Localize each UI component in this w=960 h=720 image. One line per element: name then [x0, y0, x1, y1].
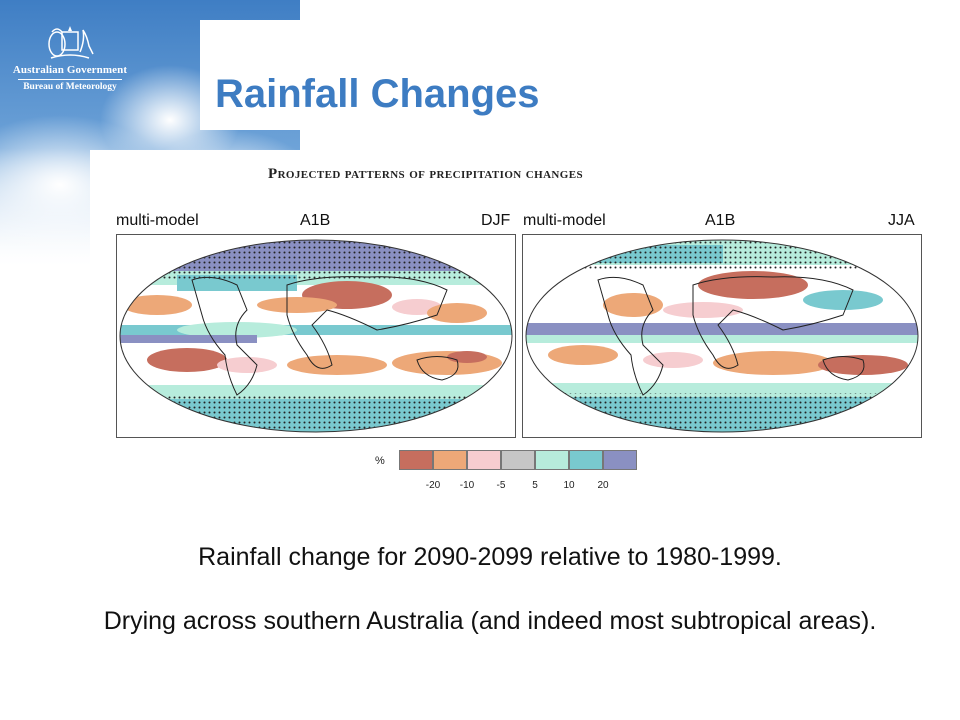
- legend-unit: %: [375, 455, 385, 467]
- panel-1-season-label: DJF: [481, 212, 511, 229]
- world-map-jja: [525, 239, 919, 433]
- logo-divider: [18, 79, 122, 80]
- legend-tick-label: 20: [597, 480, 609, 491]
- legend-tick-label: 10: [563, 480, 575, 491]
- org-name-line1: Australian Government: [12, 64, 128, 76]
- caption-line-2: Drying across southern Australia (and in…: [103, 607, 877, 635]
- panel-2-model-label: multi-model: [523, 212, 606, 229]
- legend-swatch: [569, 450, 603, 470]
- legend-swatches: [399, 450, 637, 470]
- legend-tick-label: -5: [496, 480, 506, 491]
- legend-swatch: [535, 450, 569, 470]
- legend-tick-label: -10: [459, 480, 475, 491]
- legend-tick-label: -20: [425, 480, 441, 491]
- legend-swatch: [603, 450, 637, 470]
- legend-swatch: [467, 450, 501, 470]
- map-panel-djf: [116, 234, 516, 438]
- legend-swatch: [501, 450, 535, 470]
- caption-line-1: Rainfall change for 2090-2099 relative t…: [198, 543, 782, 571]
- panel-2-season-label: JJA: [888, 212, 915, 229]
- world-map-djf: [119, 239, 513, 433]
- legend-swatch: [433, 450, 467, 470]
- government-logo: Australian Government Bureau of Meteorol…: [10, 22, 130, 92]
- panel-1-model-label: multi-model: [116, 212, 199, 229]
- map-panel-jja: [522, 234, 922, 438]
- legend-swatch: [399, 450, 433, 470]
- coat-of-arms-icon: [48, 26, 94, 59]
- org-name-line2: Bureau of Meteorology: [23, 82, 117, 92]
- legend-tick-label: 5: [532, 480, 538, 491]
- slide-title: Rainfall Changes: [215, 72, 540, 116]
- panel-2-scenario-label: A1B: [705, 212, 736, 229]
- figure-title: Projected patterns of precipitation chan…: [268, 166, 583, 182]
- panel-1-scenario-label: A1B: [300, 212, 331, 229]
